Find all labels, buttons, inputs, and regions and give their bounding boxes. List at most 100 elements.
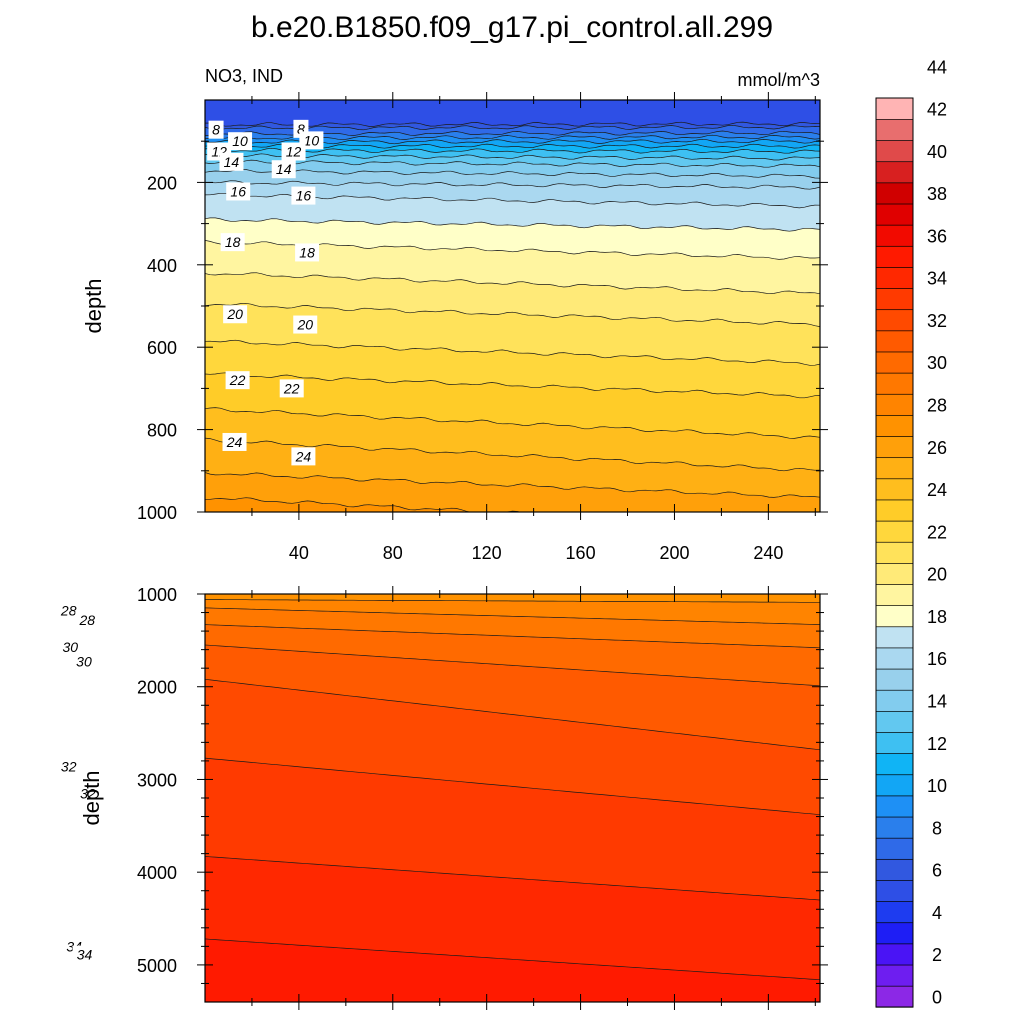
contour-label: 8 bbox=[297, 121, 305, 137]
contour-label-box bbox=[75, 784, 100, 803]
contour-label-box bbox=[56, 757, 81, 776]
contour-label: 32 bbox=[61, 758, 77, 774]
chart-title: b.e20.B1850.f09_g17.pi_control.all.299 bbox=[251, 11, 773, 44]
colorbar-label: 34 bbox=[927, 269, 947, 289]
contour-label-box bbox=[291, 447, 316, 466]
contour-label: 20 bbox=[296, 317, 313, 333]
x-tick-label: 160 bbox=[566, 543, 596, 563]
contour-label-box bbox=[56, 601, 81, 620]
contour-line bbox=[205, 407, 820, 439]
contour-label-box bbox=[228, 132, 253, 151]
colorbar-label: 44 bbox=[927, 57, 947, 77]
colorbar-box bbox=[875, 985, 914, 1008]
colorbar-box bbox=[875, 435, 914, 459]
colorbar-label: 0 bbox=[932, 987, 942, 1007]
contour-line bbox=[205, 607, 820, 625]
y-tick-label: 1000 bbox=[137, 503, 177, 523]
colorbar: 0246810121416182022242628303234363840424… bbox=[875, 57, 947, 1008]
contour-band bbox=[205, 607, 820, 648]
colorbar-box bbox=[875, 943, 914, 966]
colorbar-box bbox=[875, 97, 914, 120]
colorbar-label: 4 bbox=[932, 903, 942, 923]
contour-label: 32 bbox=[80, 785, 96, 801]
colorbar-box bbox=[875, 689, 914, 712]
contour-label-box bbox=[291, 186, 316, 205]
contour-line bbox=[205, 472, 820, 498]
colorbar-box bbox=[875, 309, 914, 332]
contour-band bbox=[205, 180, 820, 208]
contour-label-box bbox=[279, 379, 304, 398]
contour-band bbox=[205, 438, 820, 498]
contour-line bbox=[205, 644, 820, 687]
contour-band bbox=[205, 407, 820, 471]
y-tick-label: 1000 bbox=[137, 585, 177, 605]
contour-label-box bbox=[58, 637, 83, 656]
colorbar-label: 2 bbox=[932, 945, 942, 965]
colorbar-label: 6 bbox=[932, 861, 942, 881]
top-y-axis-label: depth bbox=[81, 278, 106, 333]
contour-band bbox=[205, 169, 820, 190]
x-tick-label: 200 bbox=[659, 543, 689, 563]
contour-band bbox=[205, 135, 820, 144]
contour-line bbox=[205, 168, 820, 179]
x-tick-label: 40 bbox=[289, 543, 309, 563]
colorbar-box bbox=[875, 351, 914, 374]
colorbar-box bbox=[875, 710, 914, 733]
colorbar-box bbox=[875, 900, 914, 924]
colorbar-label: 20 bbox=[927, 565, 947, 585]
contour-line bbox=[205, 678, 820, 751]
contour-band bbox=[205, 193, 820, 232]
contour-label: 10 bbox=[232, 133, 248, 149]
contour-label-box bbox=[208, 120, 224, 139]
contour-label: 30 bbox=[62, 639, 78, 655]
colorbar-box bbox=[875, 478, 914, 501]
colorbar-box bbox=[875, 816, 914, 839]
bottom-y-axis-label: depth bbox=[79, 770, 104, 825]
contour-label-box bbox=[72, 945, 97, 964]
colorbar-label: 12 bbox=[927, 734, 947, 754]
contour-line bbox=[205, 180, 820, 190]
contour-band bbox=[205, 340, 820, 398]
contour-band bbox=[205, 100, 820, 127]
contour-band bbox=[205, 497, 520, 512]
contour-line bbox=[205, 1021, 820, 1024]
contour-line bbox=[205, 339, 820, 366]
contour-band bbox=[205, 122, 820, 130]
colorbar-box bbox=[875, 858, 914, 881]
contour-band bbox=[205, 125, 820, 136]
contour-band bbox=[205, 472, 820, 512]
colorbar-box bbox=[875, 499, 914, 522]
contour-line bbox=[205, 599, 820, 603]
contour-band bbox=[205, 272, 820, 327]
colorbar-label: 14 bbox=[927, 692, 947, 712]
contour-label-box bbox=[281, 142, 306, 161]
colorbar-label: 8 bbox=[932, 818, 942, 838]
colorbar-box bbox=[875, 266, 914, 289]
contour-band bbox=[205, 131, 820, 140]
contour-band bbox=[205, 645, 820, 750]
colorbar-box bbox=[875, 774, 914, 797]
y-tick-label: 5000 bbox=[137, 956, 177, 976]
y-tick-label: 2000 bbox=[137, 678, 177, 698]
contour-label: 22 bbox=[283, 380, 300, 396]
colorbar-box bbox=[875, 583, 914, 607]
contour-label-box bbox=[220, 233, 245, 252]
colorbar-box bbox=[875, 668, 914, 691]
colorbar-label: 40 bbox=[927, 142, 947, 162]
colorbar-box bbox=[875, 541, 914, 564]
colorbar-label: 28 bbox=[927, 396, 947, 416]
contour-label-box bbox=[225, 371, 250, 390]
colorbar-box bbox=[875, 118, 914, 141]
contour-label-box bbox=[222, 432, 247, 451]
contour-band bbox=[205, 594, 820, 603]
y-tick-label: 200 bbox=[147, 173, 177, 193]
contour-label: 28 bbox=[79, 612, 96, 628]
x-tick-label: 120 bbox=[472, 543, 502, 563]
colorbar-box bbox=[875, 795, 914, 818]
contour-label: 22 bbox=[229, 372, 246, 388]
contour-label-box bbox=[271, 160, 296, 179]
colorbar-label: 22 bbox=[927, 522, 947, 542]
contour-label-box bbox=[75, 610, 100, 629]
